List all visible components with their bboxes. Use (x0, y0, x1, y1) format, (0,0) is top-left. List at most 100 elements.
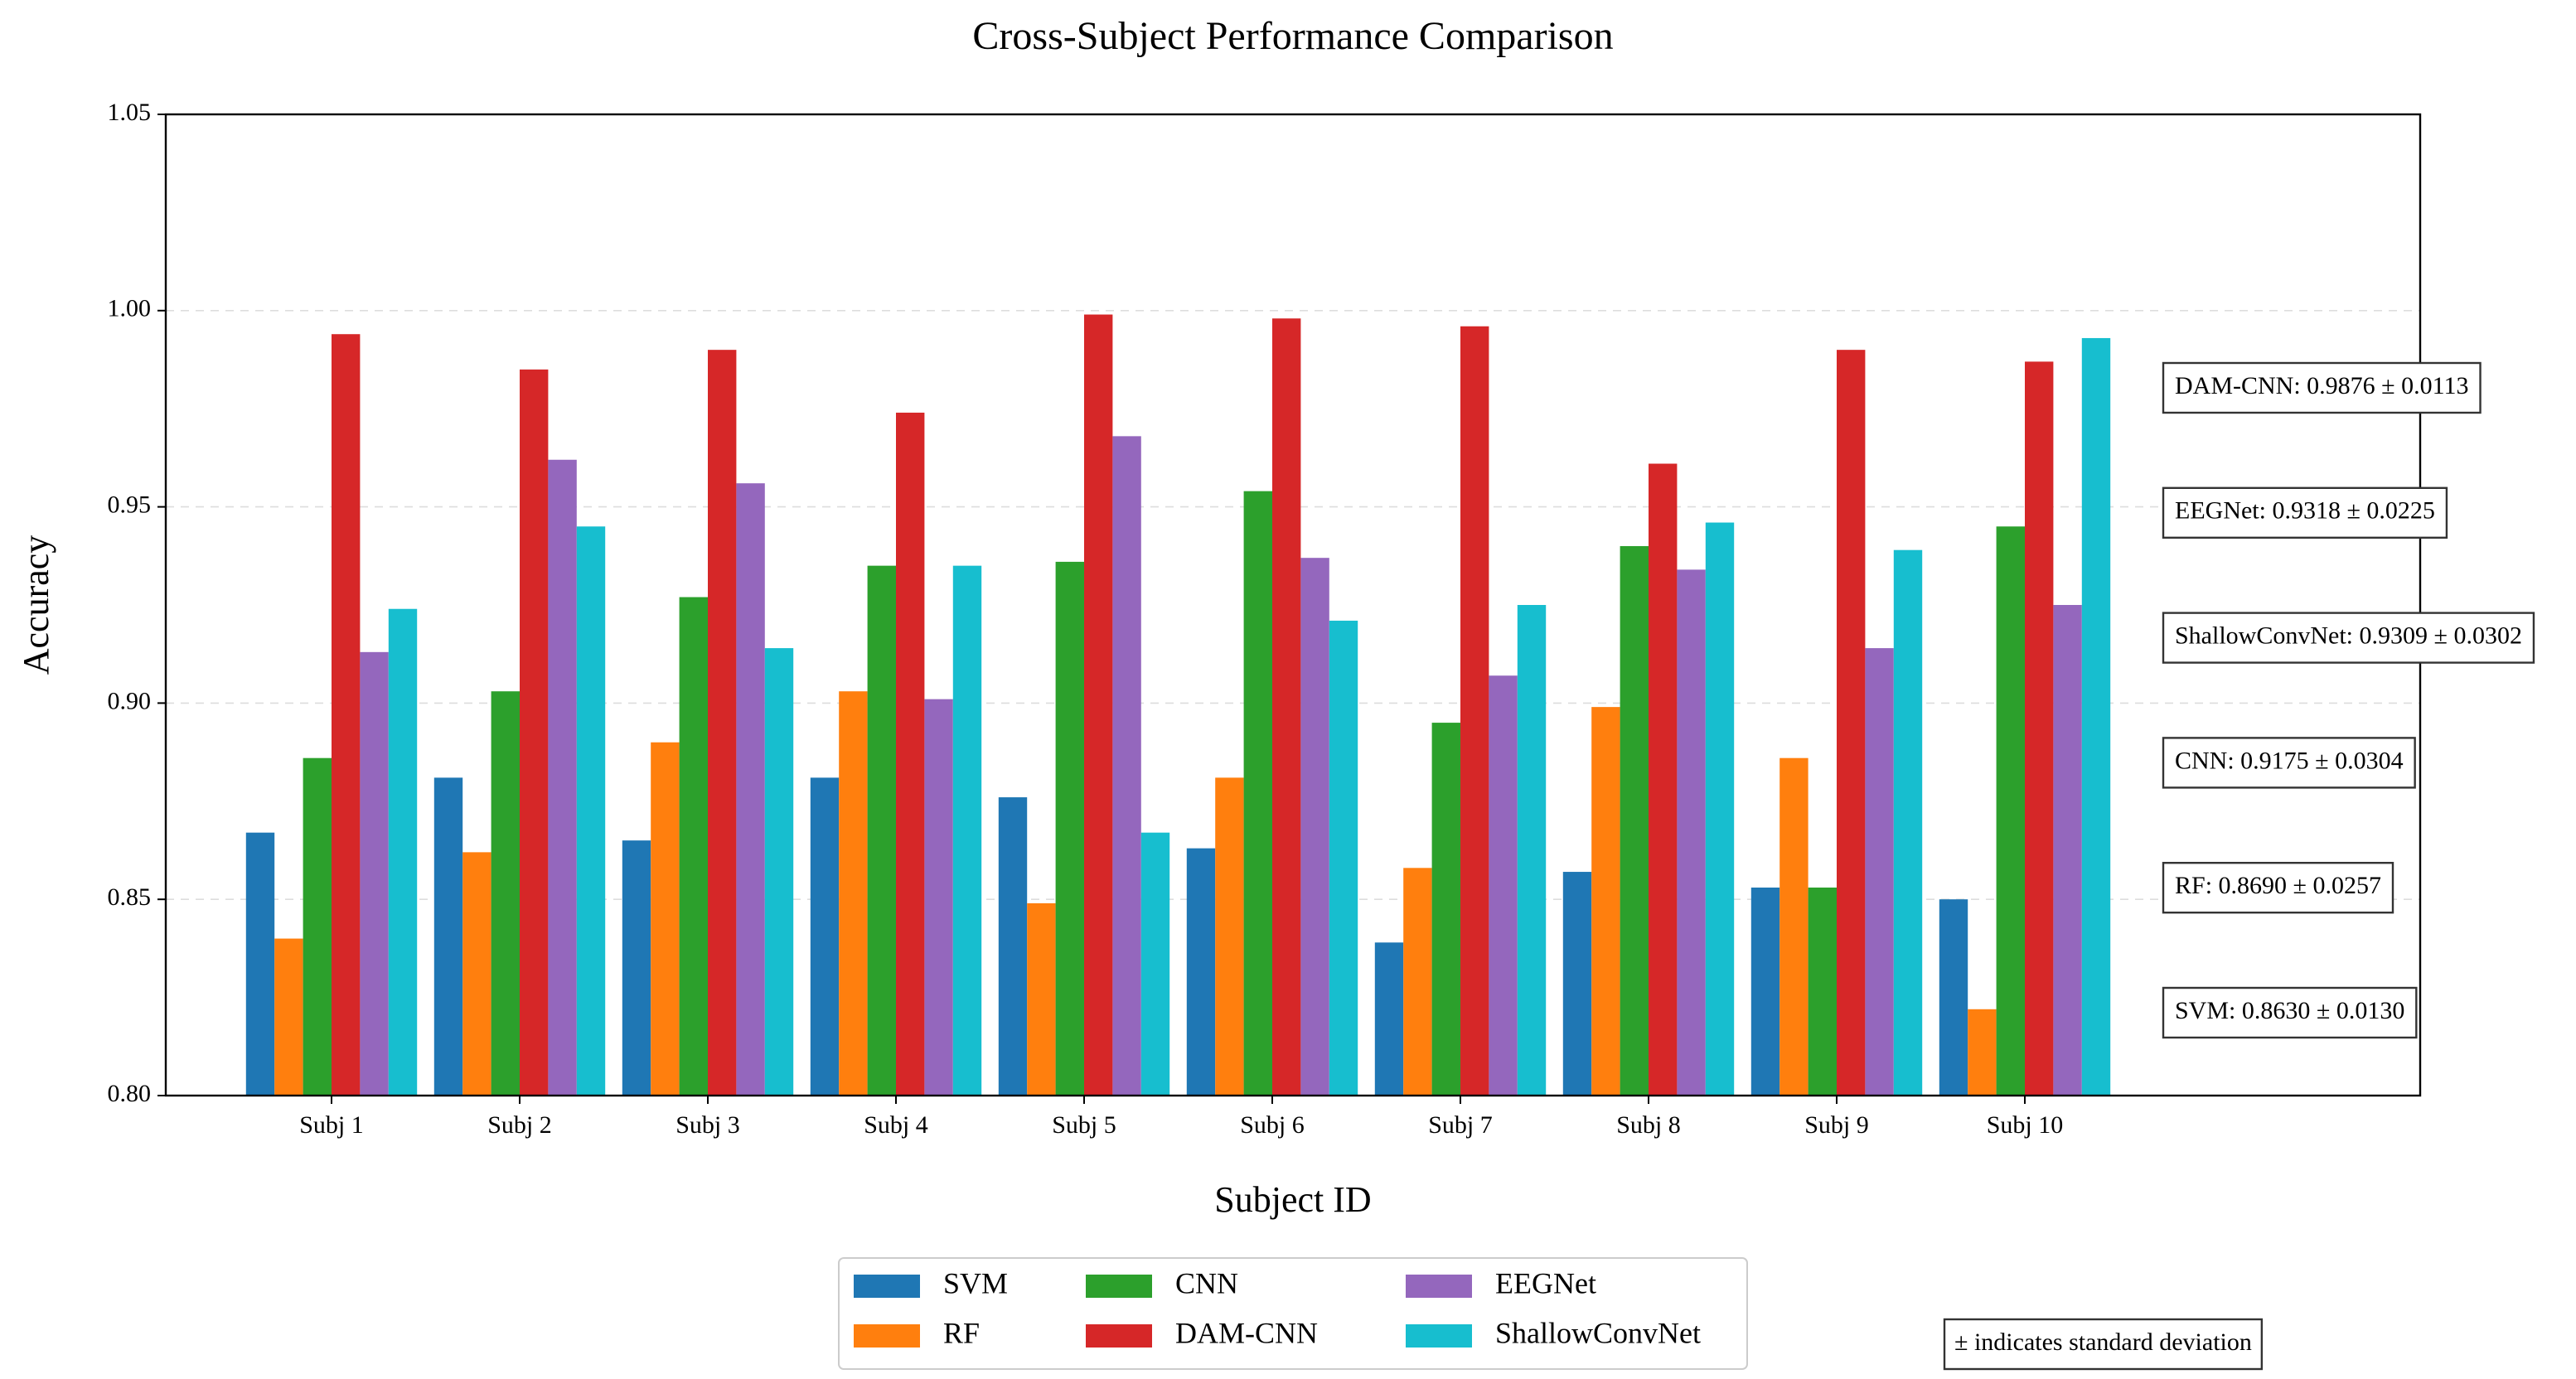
bar (924, 699, 953, 1096)
legend-label: EEGNet (1495, 1266, 1596, 1299)
x-tick-label: Subj 3 (675, 1111, 740, 1139)
bar (952, 565, 982, 1096)
bar (1300, 558, 1329, 1096)
bar (2025, 361, 2054, 1096)
bar (1329, 620, 1358, 1096)
x-tick-label: Subj 5 (1052, 1111, 1116, 1139)
bar (1186, 848, 1216, 1096)
x-tick-label: Subj 9 (1804, 1111, 1869, 1139)
bar (1705, 522, 1735, 1096)
bar (1649, 463, 1678, 1096)
legend-label: CNN (1175, 1266, 1238, 1299)
x-tick-label: Subj 8 (1616, 1111, 1681, 1139)
legend-swatch (854, 1324, 920, 1348)
x-tick-label: Subj 4 (864, 1111, 928, 1139)
legend-label: DAM-CNN (1175, 1316, 1318, 1349)
bar (998, 797, 1028, 1096)
bar (839, 691, 868, 1096)
bar (1968, 1009, 1997, 1096)
y-tick-label: 1.05 (108, 99, 152, 126)
bar (1140, 832, 1170, 1096)
bar (1215, 777, 1244, 1096)
bar (1677, 569, 1706, 1096)
bar (245, 832, 275, 1096)
plot-frame (164, 113, 2422, 1097)
bar (303, 757, 332, 1096)
annotation: ShallowConvNet: 0.9309 ± 0.0302 (2175, 622, 2522, 649)
bar (1084, 314, 1113, 1096)
annotation-box (2162, 737, 2416, 789)
bar (274, 938, 303, 1096)
x-tick-label: Subj 2 (487, 1111, 552, 1139)
bar (1939, 899, 1968, 1096)
bar (1403, 868, 1432, 1096)
legend-box (838, 1257, 1748, 1370)
chart-title: Cross-Subject Performance Comparison (972, 14, 1613, 58)
bar (1591, 707, 1620, 1096)
bar (2053, 605, 2082, 1096)
annotation-box (2162, 612, 2535, 664)
bar (332, 334, 361, 1096)
legend-swatch (1406, 1324, 1472, 1348)
annotation: EEGNet: 0.9318 ± 0.0225 (2175, 497, 2435, 525)
bar (1272, 318, 1301, 1096)
bar (1027, 902, 1056, 1096)
legend-swatch (854, 1275, 920, 1298)
legend-label: RF (943, 1316, 980, 1349)
bar (622, 840, 651, 1096)
bar (1837, 350, 1866, 1096)
bar (867, 565, 896, 1096)
bar (388, 608, 418, 1096)
x-tick-label: Subj 10 (1987, 1111, 2064, 1139)
bar (491, 691, 520, 1096)
bar (764, 648, 794, 1096)
bar (810, 777, 840, 1096)
y-axis-label: Accuracy (16, 535, 56, 675)
annotation: RF: 0.8690 ± 0.0257 (2175, 872, 2381, 899)
annotation-box (2162, 986, 2418, 1039)
y-tick-label: 1.00 (108, 295, 152, 322)
y-tick-label: 0.95 (108, 491, 152, 518)
annotation-box (2162, 361, 2482, 414)
bar (576, 526, 606, 1096)
annotation: DAM-CNN: 0.9876 ± 0.0113 (2175, 372, 2469, 399)
bar (1996, 526, 2025, 1096)
bar (736, 483, 765, 1096)
bar (360, 651, 389, 1096)
x-tick-label: Subj 6 (1240, 1111, 1305, 1139)
bar (708, 350, 737, 1096)
bar (1865, 648, 1894, 1096)
bar (1489, 675, 1518, 1096)
bar (1808, 887, 1837, 1096)
bar (520, 369, 549, 1096)
bar (896, 412, 925, 1096)
x-tick-label: Subj 7 (1428, 1111, 1493, 1139)
x-tick-label: Subj 1 (299, 1111, 364, 1139)
bar (462, 852, 491, 1096)
bar (1517, 605, 1547, 1096)
legend-label: ShallowConvNet (1495, 1316, 1701, 1349)
note-box (1943, 1318, 2264, 1371)
annotation: CNN: 0.9175 ± 0.0304 (2175, 747, 2404, 774)
bar (1893, 549, 1923, 1096)
bar (679, 597, 708, 1096)
bar (1055, 561, 1084, 1096)
y-tick-label: 0.80 (108, 1080, 152, 1107)
bar (548, 459, 577, 1096)
annotation-box (2162, 486, 2448, 539)
bar (1112, 436, 1141, 1096)
bar (651, 742, 680, 1096)
x-axis-label: Subject ID (1214, 1179, 1371, 1220)
legend-swatch (1086, 1275, 1152, 1298)
bar (1431, 723, 1460, 1096)
y-tick-label: 0.85 (108, 883, 152, 911)
legend-swatch (1086, 1324, 1152, 1348)
bar (1779, 757, 1809, 1096)
bar (1243, 491, 1272, 1096)
y-tick-label: 0.90 (108, 687, 152, 714)
note: ± indicates standard deviation (1954, 1328, 2252, 1356)
bar (433, 777, 463, 1096)
bar (1620, 545, 1649, 1096)
